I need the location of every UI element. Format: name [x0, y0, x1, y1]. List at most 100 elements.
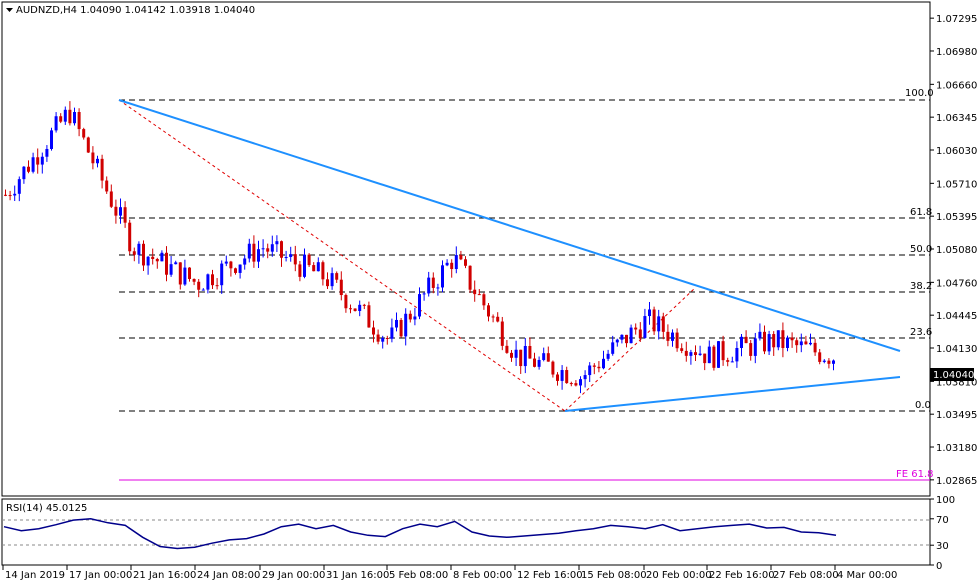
time-tick-label: 22 Feb 16:00 [709, 570, 775, 581]
candle-body [22, 166, 26, 180]
candle-body [151, 256, 155, 259]
candle-body [772, 334, 776, 348]
time-tick-label: 29 Jan 00:00 [262, 570, 325, 581]
rsi-plot-frame [1, 498, 931, 566]
candle-body [703, 353, 707, 364]
candle-body [243, 258, 247, 265]
price-tick-label: 1.03495 [936, 410, 977, 421]
candle-body [408, 313, 412, 320]
candle-body [17, 179, 21, 194]
candle-body [473, 289, 477, 295]
candle-body [477, 294, 481, 296]
candle-body [183, 267, 187, 285]
candle-body [312, 265, 316, 272]
candle-body [344, 295, 348, 309]
candle-body [579, 379, 582, 386]
candle-body [289, 254, 293, 258]
candle-body [316, 262, 320, 272]
candle-body [643, 316, 647, 338]
price-tick-label: 1.04760 [936, 278, 977, 289]
time-tick-label: 4 Mar 00:00 [837, 570, 897, 581]
price-tick-label: 1.06030 [936, 146, 977, 157]
candle-body [27, 166, 30, 172]
price-tick-label: 1.05710 [936, 179, 977, 190]
candle-body [675, 332, 679, 349]
candle-body [165, 252, 168, 275]
candle-body [206, 274, 210, 290]
price-tick-label: 1.05080 [936, 245, 977, 256]
rsi-tick-label: 30 [936, 541, 949, 552]
candle-body [142, 243, 145, 266]
price-tick-label: 1.03180 [936, 443, 977, 454]
time-tick-label: 31 Jan 16:00 [326, 570, 389, 581]
candle-body [482, 294, 486, 306]
candle-body [602, 358, 605, 369]
candle-body [615, 339, 619, 343]
candle-body [606, 353, 610, 359]
candle-body [809, 342, 812, 345]
candle-body [822, 360, 826, 362]
candle-body [280, 241, 283, 258]
candle-body [726, 360, 730, 362]
candle-body [178, 262, 182, 285]
fib-label-61.8: 61.8 [910, 207, 932, 218]
candle-body [4, 194, 7, 196]
candle-body [31, 157, 35, 172]
candle-body [684, 350, 688, 356]
fib-connector-down [118, 99, 566, 412]
candle-body [413, 316, 417, 320]
time-tick-label: 21 Jan 16:00 [133, 570, 196, 581]
candle-body [335, 273, 339, 280]
time-axis: 14 Jan 2019 17 Jan 00:00 21 Jan 16:00 24 Ja… [2, 565, 897, 581]
candle-body [96, 158, 99, 164]
rsi-axis: 100 70 30 0 [930, 495, 955, 572]
candle-body [358, 304, 362, 311]
candle-body [753, 338, 757, 356]
candle-body [620, 334, 624, 340]
candle-body [629, 327, 633, 344]
candle-body [8, 195, 12, 197]
candle-body [454, 255, 458, 270]
candle-body [740, 336, 743, 348]
candle-body [372, 327, 375, 335]
collapse-arrow-icon[interactable] [6, 8, 13, 12]
candle-body [77, 112, 81, 130]
candle-body [510, 352, 513, 358]
fib-label-23.6: 23.6 [910, 327, 932, 338]
ohlc-values: 1.04090 1.04142 1.03918 1.04040 [80, 5, 255, 16]
time-tick-label: 20 Feb 00:00 [646, 570, 712, 581]
candle-body [496, 316, 500, 322]
candlestick-series [4, 101, 835, 394]
candle-body [459, 255, 463, 260]
candle-body [390, 327, 394, 339]
candle-body [694, 352, 697, 356]
candle-body [169, 264, 173, 275]
candle-body [758, 331, 762, 339]
candle-body [303, 254, 306, 277]
candle-body [652, 309, 656, 332]
candle-body [86, 137, 90, 153]
rsi-tick-label: 0 [936, 561, 942, 572]
candle-body [353, 308, 357, 311]
fib-expansion-label: FE 61.8 [896, 469, 934, 480]
candle-body [105, 180, 109, 192]
candle-body [137, 243, 141, 255]
candle-body [464, 259, 467, 266]
rsi-header: RSI(14) 45.0125 [6, 503, 87, 514]
candle-body [40, 156, 44, 165]
symbol-label: AUDNZD,H4 [16, 5, 77, 16]
candle-body [399, 319, 403, 337]
candle-body [119, 207, 122, 216]
candle-body [128, 222, 132, 252]
candle-body [767, 334, 771, 352]
candle-body [436, 287, 440, 289]
candle-body [583, 375, 587, 380]
time-tick-label: 27 Feb 08:00 [773, 570, 839, 581]
candle-body [362, 304, 366, 306]
candle-body [220, 263, 224, 286]
candle-body [781, 330, 785, 348]
candle-body [146, 256, 150, 266]
candle-body [293, 254, 297, 265]
candle-body [174, 262, 178, 265]
candle-body [519, 349, 523, 367]
